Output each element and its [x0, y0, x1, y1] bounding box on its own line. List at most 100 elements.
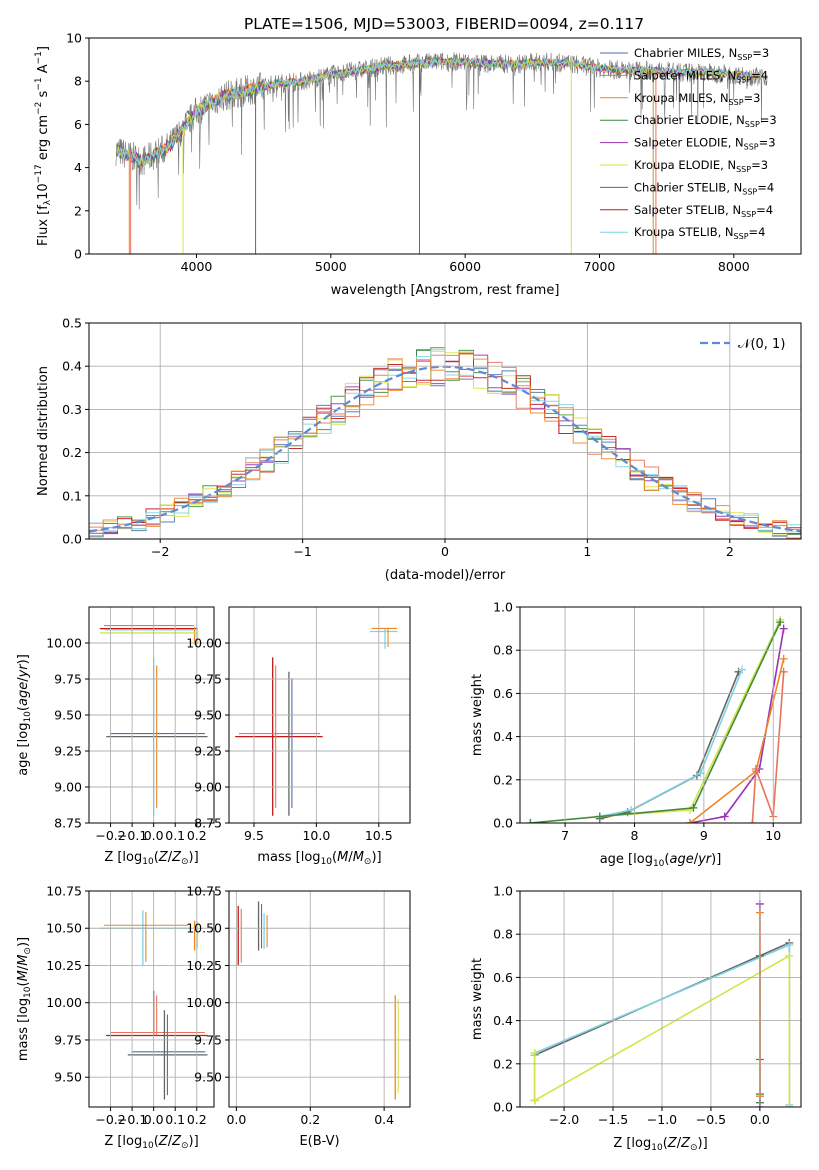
- residual_histogram-ytick-label: 0.4: [62, 359, 82, 374]
- age_vs_mass-ytick-label: 8.75: [194, 816, 222, 831]
- legend-label: Kroupa STELIB, NSSP=4: [634, 225, 765, 241]
- legend-label: Kroupa ELODIE, NSSP=3: [634, 158, 768, 174]
- weight_vs_age-xtick-label: 9: [700, 828, 708, 843]
- residual_histogram-xtick-label: 0: [441, 544, 449, 559]
- residual_histogram-xtick-label: −1: [293, 544, 311, 559]
- weight_vs_age-ylabel: mass weight: [470, 674, 485, 756]
- figure-title: PLATE=1506, MJD=53003, FIBERID=0094, z=0…: [244, 15, 644, 33]
- residual_histogram-xtick-label: 2: [726, 544, 734, 559]
- spectrum-legend: Chabrier MILES, NSSP=3 Salpeter MILES, NS…: [600, 46, 777, 241]
- weight_vs_age-ytick-label: 1.0: [493, 600, 513, 615]
- weight_vs_Z-ytick-label: 0.6: [493, 970, 513, 985]
- weight_vs_age-marker: [720, 812, 729, 821]
- weight_vs_age-marker: [779, 667, 788, 676]
- age_vs_Z-ytick-label: 8.75: [54, 816, 82, 831]
- mass_vs_Z-ylabel: mass [log10(M/M⊙)]: [16, 937, 33, 1061]
- age_vs_Z-xlabel: Z [log10(Z/Z⊙)]: [104, 850, 198, 867]
- weight_vs_Z-ytick-label: 0.8: [493, 927, 513, 942]
- mass_vs_Z-xtick-label: −0.1: [117, 1112, 147, 1127]
- mass_vs_Z-xtick-label: 0.0: [144, 1112, 164, 1127]
- legend-label: Chabrier STELIB, NSSP=4: [634, 180, 774, 196]
- mass_vs_Z-ytick-label: 10.00: [46, 995, 82, 1010]
- weight_vs_age-series-4: [689, 628, 785, 823]
- mass_vs_Z-ytick-label: 10.75: [46, 884, 82, 899]
- mass_vs_EBV-ytick-label: 9.75: [194, 1032, 222, 1047]
- weight_vs_Z-marker: [530, 1049, 539, 1057]
- legend-label: Kroupa MILES, NSSP=3: [634, 91, 760, 107]
- weight_vs_age-xtick-label: 7: [561, 828, 569, 843]
- weight_vs_Z-ylabel: mass weight: [470, 958, 485, 1040]
- age_vs_mass-axes: 9.5 10.0 10.5 8.75 9.00 9.25 9.50 9.75 10.00 mass…: [186, 606, 411, 867]
- spectrum-ytick-label: 8: [74, 74, 82, 89]
- weight_vs_Z-marker: [785, 1103, 794, 1107]
- age_vs_Z-ytick-label: 10.00: [46, 636, 82, 651]
- weight_vs_age-xtick-label: 10: [765, 828, 781, 843]
- age_vs_Z-axes: −0.2−0.10.0 0.1 0.2 8.75 9.00 9.25 9.50 9.75 10.…: [16, 606, 215, 867]
- weight_vs_age-marker: [748, 819, 757, 823]
- age_vs_Z-ytick-label: 9.75: [54, 672, 82, 687]
- age_vs_Z-frame: [88, 606, 215, 824]
- mass_vs_EBV-xtick-label: 0.2: [300, 1112, 320, 1127]
- mass_vs_EBV-xtick-label: 0.0: [226, 1112, 246, 1127]
- mass_vs_Z-xtick-label: −0.2: [95, 1112, 125, 1127]
- spectrum-frame: [88, 37, 802, 255]
- age_vs_mass-plot-area: [235, 627, 398, 816]
- spectrum-axes: 4000 5000 6000 7000 8000 0 2 4 6 8 10 Chabrier MILE…: [34, 31, 802, 298]
- spectrum-ylabel: Flux [fλ10−17 erg cm−2 s−1 A−1]: [34, 46, 53, 246]
- mass_vs_Z-frame: [88, 890, 215, 1108]
- age_vs_mass-ytick-label: 10.00: [186, 636, 222, 651]
- weight_vs_Z-xtick-label: −0.5: [696, 1112, 726, 1127]
- mass_vs_Z-xtick-label: 0.1: [165, 1112, 185, 1127]
- weight_vs_Z-axes: −2.0 −1.5 −1.0 −0.5 0.0 0.0 0.2 0.4 0.6 0.8 1.0 Z […: [470, 884, 802, 1153]
- age_vs_Z-ylabel: age [log10(age/yr)]: [16, 654, 33, 776]
- weight_vs_age-ytick-label: 0.8: [493, 643, 513, 658]
- weight_vs_Z-ytick-label: 0.4: [493, 1013, 513, 1028]
- age_vs_mass-xtick-label: 10.5: [365, 828, 393, 843]
- weight_vs_age-marker: [627, 806, 636, 815]
- weight_vs_Z-xtick-label: −1.5: [598, 1112, 628, 1127]
- weight_vs_Z-ytick-label: 1.0: [493, 884, 513, 899]
- weight_vs_age-marker: [526, 819, 535, 823]
- age_vs_mass-ytick-label: 9.75: [194, 672, 222, 687]
- spectrum-series-8: [116, 56, 762, 167]
- weight_vs_age-marker: [685, 819, 694, 823]
- legend-label: Salpeter ELODIE, NSSP=3: [634, 136, 776, 152]
- age_vs_Z-xtick-label: −0.2: [95, 828, 125, 843]
- weight_vs_age-marker: [751, 765, 760, 773]
- residual_histogram-ytick-label: 0.2: [62, 445, 82, 460]
- age_vs_Z-xtick-label: 0.1: [165, 828, 185, 843]
- weight_vs_age-marker: [776, 618, 785, 627]
- mass_vs_EBV-frame: [228, 890, 411, 1108]
- mass_vs_EBV-ytick-label: 10.25: [186, 958, 222, 973]
- legend-label: Chabrier MILES, NSSP=3: [634, 46, 769, 62]
- mass_vs_EBV-plot-area: [237, 901, 399, 1100]
- age_vs_mass-xtick-label: 9.5: [244, 828, 264, 843]
- mass_vs_EBV-ytick-label: 10.50: [186, 921, 222, 936]
- weight_vs_Z-xtick-label: −2.0: [549, 1112, 579, 1127]
- residual_histogram-frame: [88, 322, 802, 540]
- weight_vs_age-ytick-label: 0.2: [493, 772, 513, 787]
- spectrum-ytick-label: 6: [74, 117, 82, 132]
- residual_histogram-ytick-label: 0.1: [62, 488, 82, 503]
- weight_vs_Z-frame: [519, 890, 802, 1108]
- mass_vs_EBV-ytick-label: 10.75: [186, 884, 222, 899]
- histogram-xlabel: (data-model)/error: [385, 568, 506, 583]
- residual_histogram-xtick-label: −2: [151, 544, 169, 559]
- weight_vs_Z-xlabel: Z [log10(Z/Z⊙)]: [613, 1136, 707, 1153]
- histogram-ylabel: Normed distribution: [36, 366, 51, 496]
- legend-label: Chabrier ELODIE, NSSP=3: [634, 113, 777, 129]
- spectrum-ytick-label: 10: [66, 31, 82, 46]
- residual_histogram-ytick-label: 0.0: [62, 532, 82, 547]
- mass_vs_Z-ytick-label: 10.50: [46, 921, 82, 936]
- age_vs_Z-xtick-label: 0.0: [144, 828, 164, 843]
- legend-label: Salpeter MILES, NSSP=4: [634, 68, 768, 84]
- weight_vs_Z-marker: [785, 951, 794, 960]
- mass_vs_EBV-ytick-label: 9.50: [194, 1070, 222, 1085]
- age_vs_Z-ytick-label: 9.00: [54, 780, 82, 795]
- mass_vs_Z-xlabel: Z [log10(Z/Z⊙)]: [104, 1134, 198, 1151]
- mass_vs_EBV-axes: 0.0 0.2 0.4 9.50 9.75 10.00 10.25 10.50 10.75 E(B…: [186, 884, 411, 1149]
- spectrum-ytick-label: 2: [74, 203, 82, 218]
- weight_vs_age-xlabel: age [log10(age/yr)]: [600, 852, 722, 869]
- weight_vs_age-series-1: [599, 669, 743, 818]
